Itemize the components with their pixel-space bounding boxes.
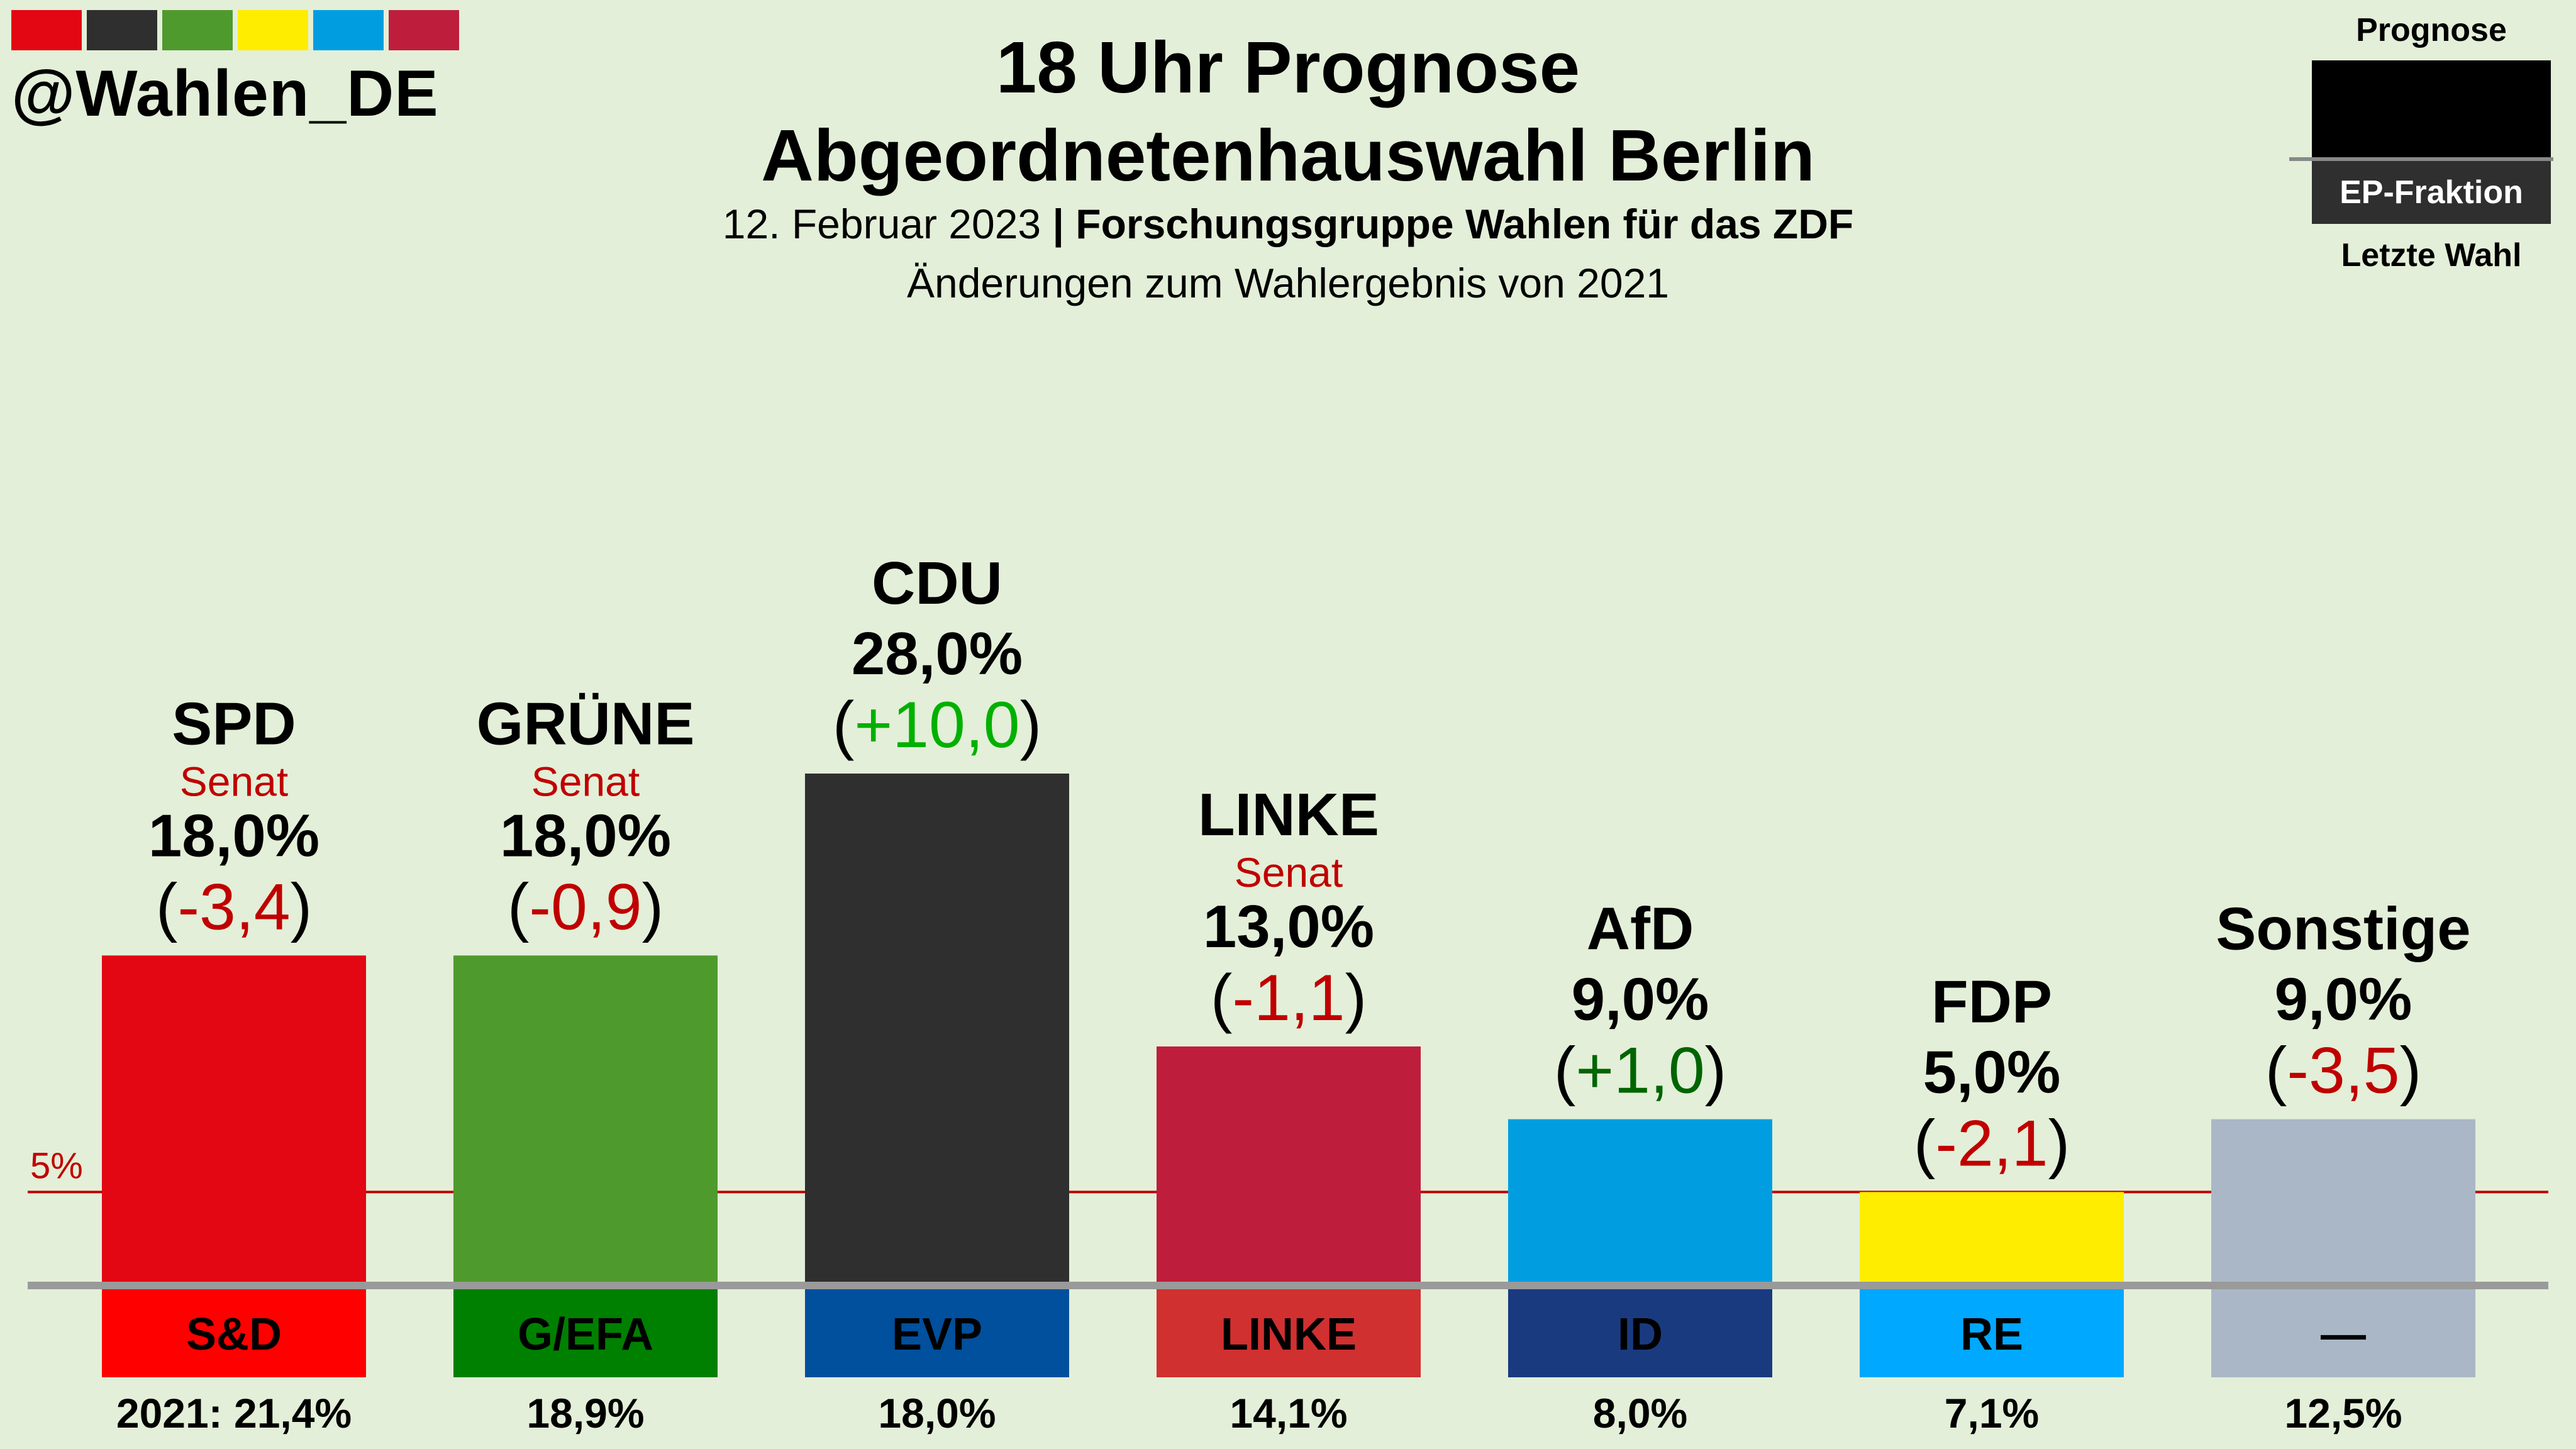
separator: | xyxy=(1052,201,1064,247)
ep-band xyxy=(1508,1289,1772,1377)
change-label: (-0,9) xyxy=(508,870,664,943)
party-label: Sonstige xyxy=(2216,896,2470,963)
logo-swatches xyxy=(11,10,459,50)
previous-result: 2021: 21,4% xyxy=(116,1390,352,1436)
ep-group-label: LINKE xyxy=(1221,1309,1357,1360)
party-label: FDP xyxy=(1931,968,2052,1035)
ep-group-label: S&D xyxy=(186,1309,282,1360)
bar xyxy=(805,774,1069,1283)
party-label: GRÜNE xyxy=(477,690,695,757)
legend-baseline xyxy=(2289,157,2553,161)
ep-group-label: ID xyxy=(1618,1309,1663,1360)
change-label: (-3,5) xyxy=(2265,1035,2422,1108)
previous-result: 18,9% xyxy=(526,1390,644,1436)
party-label: AfD xyxy=(1587,896,1694,963)
value-label: 5,0% xyxy=(1923,1038,2061,1106)
logo-swatch xyxy=(313,10,384,50)
change-label: (-1,1) xyxy=(1211,962,1367,1035)
previous-result: 8,0% xyxy=(1593,1390,1687,1436)
date-source-line: 12. Februar 2023 | Forschungsgruppe Wahl… xyxy=(0,200,2576,248)
bar xyxy=(1508,1119,1772,1283)
bar xyxy=(453,955,718,1283)
previous-result: 18,0% xyxy=(878,1390,996,1436)
previous-result: 7,1% xyxy=(1945,1390,2039,1436)
senat-label: Senat xyxy=(180,758,288,804)
legend-last-election-label: Letzte Wahl xyxy=(2341,237,2522,274)
ep-band xyxy=(102,1289,366,1377)
bar xyxy=(1860,1192,2124,1283)
ep-band xyxy=(805,1289,1069,1377)
ep-band xyxy=(1157,1289,1421,1377)
party-label: LINKE xyxy=(1198,781,1379,848)
subtitle: Änderungen zum Wahlergebnis von 2021 xyxy=(906,260,1669,306)
ep-band xyxy=(453,1289,718,1377)
twitter-handle: @Wahlen_DE xyxy=(11,57,439,130)
logo-swatch xyxy=(389,10,459,50)
party-label: SPD xyxy=(172,690,296,757)
legend-prognose-label: Prognose xyxy=(2356,12,2507,48)
senat-label: Senat xyxy=(1235,849,1343,896)
title-line-2: Abgeordnetenhauswahl Berlin xyxy=(761,114,1815,196)
value-label: 9,0% xyxy=(1572,966,1709,1033)
ep-group-label: — xyxy=(2321,1309,2366,1360)
value-label: 18,0% xyxy=(500,802,671,869)
ep-group-label: G/EFA xyxy=(518,1309,653,1360)
change-label: (-2,1) xyxy=(1914,1107,2070,1180)
logo-swatch xyxy=(238,10,308,50)
legend-ep-band: EP-Fraktion xyxy=(2312,161,2551,224)
previous-result: 12,5% xyxy=(2284,1390,2402,1436)
party-label: CDU xyxy=(872,550,1002,617)
change-label: (+1,0) xyxy=(1554,1035,1727,1108)
value-label: 28,0% xyxy=(852,620,1023,687)
bar xyxy=(1157,1046,1421,1283)
bar xyxy=(102,955,366,1283)
senat-label: Senat xyxy=(531,758,640,804)
previous-result: 14,1% xyxy=(1230,1390,1347,1436)
ep-band xyxy=(2211,1289,2475,1377)
ep-band xyxy=(1860,1289,2124,1377)
ep-group-label: EVP xyxy=(892,1309,982,1360)
value-label: 18,0% xyxy=(148,802,319,869)
title-line-1: 18 Uhr Prognose xyxy=(996,26,1580,108)
change-label: (+10,0) xyxy=(833,689,1041,762)
bar xyxy=(2211,1119,2475,1283)
logo-swatch xyxy=(162,10,233,50)
logo-swatch xyxy=(87,10,157,50)
threshold-label: 5% xyxy=(30,1145,83,1186)
value-label: 9,0% xyxy=(2275,966,2412,1033)
ep-group-label: RE xyxy=(1960,1309,2023,1360)
legend-bar-sample xyxy=(2312,60,2551,158)
logo-swatch xyxy=(11,10,82,50)
value-label: 13,0% xyxy=(1203,893,1374,960)
change-label: (-3,4) xyxy=(156,870,313,943)
baseline xyxy=(28,1282,2548,1289)
source: Forschungsgruppe Wahlen für das ZDF xyxy=(1075,201,1854,247)
date: 12. Februar 2023 xyxy=(722,201,1041,247)
